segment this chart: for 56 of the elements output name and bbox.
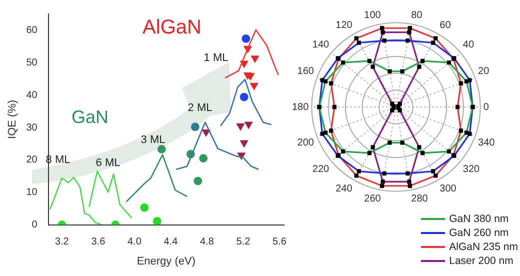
annotation: GaN: [71, 106, 109, 127]
y-axis-title: IQE (%): [6, 100, 19, 139]
x-tick-label: 3.6: [91, 236, 106, 248]
y-tick-label: 20: [26, 154, 38, 166]
legend-label: GaN 380 nm: [449, 213, 509, 225]
spoke-label: 40: [462, 40, 474, 51]
x-tick-label: 5.6: [272, 236, 287, 248]
point: [152, 217, 162, 225]
annotation: 2 ML: [188, 102, 212, 114]
y-tick-label: 30: [26, 122, 38, 134]
point: [157, 145, 166, 154]
annotation: 1 ML: [204, 52, 228, 64]
x-tick-label: 4.8: [200, 236, 214, 248]
x-tick-label: 3.2: [54, 236, 70, 248]
x-tick-label: 4.4: [164, 236, 178, 248]
point: [250, 82, 258, 90]
point: [244, 122, 253, 130]
point: [190, 122, 200, 132]
spoke-label: 120: [336, 20, 353, 32]
spoke-label: 340: [478, 138, 496, 149]
y-tick-label: 0: [32, 220, 38, 231]
spoke-label: 220: [312, 164, 330, 175]
spoke-label: 240: [336, 183, 353, 194]
spoke-label: 0: [483, 102, 490, 113]
point: [199, 154, 208, 163]
spoke-label: 280: [411, 194, 428, 205]
spoke-label: 100: [364, 10, 382, 21]
legend-label: GaN 260 nm: [449, 227, 509, 239]
legend-label: AlGaN 235 nm: [449, 241, 518, 253]
spoke-label: 260: [364, 194, 382, 205]
annotation: AlGaN: [142, 16, 202, 39]
point: [194, 176, 202, 186]
y-tick-label: 10: [26, 187, 38, 198]
y-tick-label: 40: [26, 90, 38, 101]
spoke-label: 320: [462, 164, 480, 175]
y-tick-label: 50: [26, 57, 38, 68]
spoke-label: 140: [312, 40, 330, 51]
annotation: 3 ML: [140, 134, 166, 146]
x-axis-title: Energy (eV): [136, 255, 196, 268]
spoke-label: 300: [440, 183, 457, 194]
point: [240, 92, 248, 102]
spoke-label: 20: [478, 66, 490, 77]
point: [250, 56, 260, 64]
spoke-label: 180: [292, 102, 310, 113]
x-tick-label: 4.0: [127, 236, 142, 248]
spoke-label: 160: [297, 66, 314, 77]
point: [240, 140, 248, 148]
annotation: 6 ML: [96, 157, 120, 170]
spoke-label: 80: [411, 10, 423, 21]
point: [236, 123, 245, 131]
point: [140, 203, 149, 212]
x-tick-label: 5.2: [236, 236, 251, 248]
legend-label: Laser 200 nm: [449, 255, 514, 267]
spoke-label: 60: [440, 20, 452, 32]
y-tick-label: 60: [26, 24, 38, 36]
spoke-label: 200: [297, 138, 314, 149]
